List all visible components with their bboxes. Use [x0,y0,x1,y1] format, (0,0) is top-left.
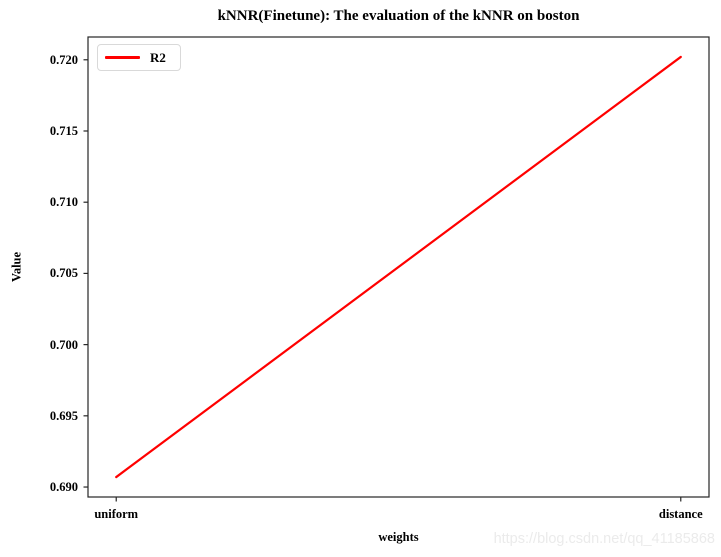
y-tick-label: 0.705 [49,266,78,281]
y-tick-label: 0.690 [49,480,78,495]
y-tick-label: 0.700 [49,337,78,352]
legend: R2 [97,44,181,71]
y-tick-label: 0.710 [49,195,78,210]
y-tick-label: 0.695 [49,408,78,423]
watermark: https://blog.csdn.net/qq_41185868 [493,531,715,547]
legend-label: R2 [150,49,166,65]
y-axis-label: Value [9,251,24,283]
y-tick-label: 0.720 [49,52,78,67]
y-tick-label: 0.715 [49,123,78,138]
x-tick-label: distance [658,507,703,521]
x-axis-label: weights [378,530,419,544]
chart-title: kNNR(Finetune): The evaluation of the kN… [217,8,580,24]
x-tick-label: uniform [94,507,139,521]
legend-line-swatch [105,56,140,59]
series-line-r2 [115,55,682,479]
